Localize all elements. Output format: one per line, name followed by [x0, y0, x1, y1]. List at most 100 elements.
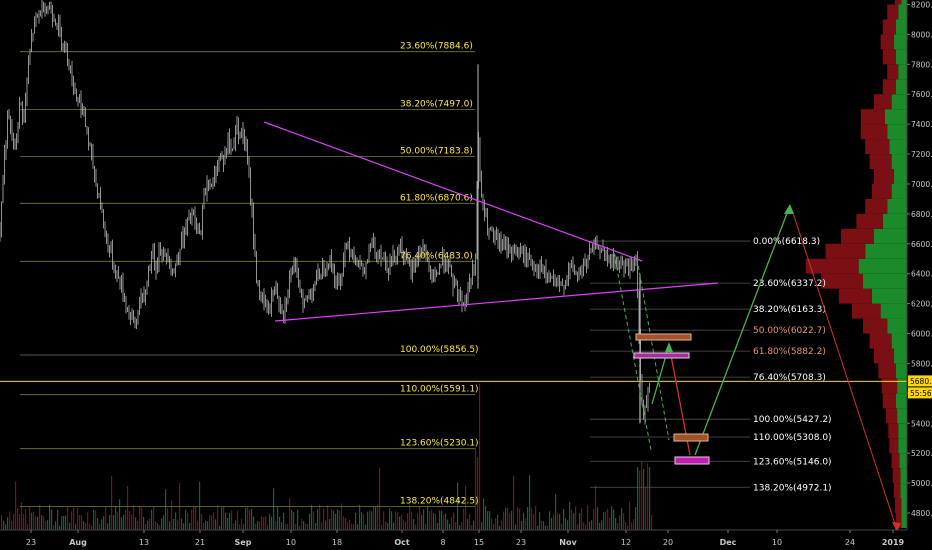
- profile-bin-down: [871, 183, 892, 199]
- triangle-upper-trendline[interactable]: [263, 121, 643, 262]
- profile-bin-down: [880, 34, 894, 50]
- volume-bar: [621, 507, 623, 530]
- volume-bar: [5, 524, 7, 530]
- volume-bar: [39, 504, 41, 530]
- volume-bar: [159, 525, 161, 530]
- volume-bar: [175, 512, 177, 530]
- volume-bar: [631, 522, 633, 530]
- profile-bin-up: [897, 378, 907, 394]
- profile-bin-up: [898, 438, 907, 454]
- profile-bin-down: [894, 498, 902, 513]
- volume-bar: [101, 519, 103, 530]
- volume-bar: [495, 518, 497, 530]
- profile-bin-down: [888, 423, 899, 439]
- volume-bar: [571, 509, 573, 530]
- volume-bar: [395, 511, 397, 530]
- volume-bar: [53, 525, 55, 530]
- volume-bar: [367, 511, 369, 530]
- volume-bar: [25, 508, 27, 530]
- triangle-lower-trendline[interactable]: [274, 282, 719, 322]
- projection-long-down-path[interactable]: [791, 209, 898, 531]
- volume-bar: [69, 522, 71, 530]
- volume-bar: [29, 506, 31, 530]
- volume-bar: [317, 509, 319, 530]
- volume-bar: [651, 515, 653, 530]
- volume-bar: [225, 512, 227, 530]
- volume-bar: [251, 508, 253, 530]
- volume-bar: [163, 515, 165, 530]
- projection-long-up-path[interactable]: [694, 207, 790, 456]
- countdown-tag-bg: [908, 387, 932, 399]
- volume-bar: [133, 504, 135, 530]
- volume-bar: [275, 520, 277, 530]
- volume-bar: [47, 520, 49, 530]
- volume-bar: [453, 512, 455, 530]
- volume-bar: [187, 512, 189, 530]
- x-tick-label: 18: [332, 538, 342, 547]
- volume-bar: [151, 509, 153, 530]
- volume-bar: [411, 511, 413, 530]
- volume-bar: [567, 520, 569, 530]
- volume-bar: [235, 520, 237, 530]
- arrow-head-up-2: [784, 204, 794, 214]
- volume-bar: [337, 509, 339, 530]
- volume-bar: [241, 518, 243, 530]
- volume-bar: [427, 505, 429, 530]
- volume-bar: [83, 520, 85, 530]
- volume-bar: [507, 507, 509, 530]
- volume-bar: [229, 512, 231, 530]
- volume-bar: [309, 513, 311, 530]
- profile-bin-up: [896, 393, 907, 409]
- zone-box-orange-upper[interactable]: [635, 333, 692, 341]
- volume-bar: [131, 514, 133, 530]
- volume-bar: [591, 519, 593, 530]
- volume-bar: [27, 524, 29, 530]
- zone-box-orange-lower[interactable]: [673, 433, 709, 442]
- zone-box-magenta-upper[interactable]: [633, 352, 690, 359]
- profile-bin-up: [889, 139, 907, 155]
- volume-bar: [257, 521, 259, 530]
- profile-bin-down: [886, 408, 898, 424]
- volume-bar: [479, 383, 481, 530]
- price-axis-panel[interactable]: [907, 0, 932, 550]
- volume-bar: [103, 516, 105, 530]
- volume-bar: [319, 504, 321, 530]
- volume-bar: [109, 515, 111, 530]
- profile-bin-up: [900, 483, 907, 499]
- volume-bar: [31, 512, 33, 530]
- fib-level-left-label: 123.60%(5230.1): [400, 439, 479, 449]
- fib-level-left-label: 138.20%(4842.5): [400, 497, 479, 507]
- volume-bar: [431, 509, 433, 530]
- profile-bin-up: [896, 363, 907, 379]
- x-tick-label: 23: [26, 538, 36, 547]
- volume-bar: [425, 523, 427, 530]
- time-axis-panel[interactable]: [0, 530, 932, 550]
- volume-bar: [645, 487, 647, 530]
- volume-bar: [421, 514, 423, 530]
- profile-bin-down: [882, 79, 896, 95]
- volume-bar: [443, 514, 445, 530]
- volume-bar: [533, 514, 535, 530]
- volume-bar: [613, 509, 615, 530]
- volume-bar: [407, 512, 409, 530]
- volume-bar: [157, 523, 159, 530]
- volume-bar: [387, 523, 389, 530]
- profile-bin-down: [889, 438, 899, 454]
- volume-bar: [141, 507, 143, 530]
- volume-bar: [579, 513, 581, 530]
- profile-bin-down: [838, 288, 872, 304]
- volume-bar: [345, 518, 347, 530]
- profile-bin-down: [882, 49, 896, 65]
- volume-bar: [559, 514, 561, 530]
- volume-bar: [203, 522, 205, 530]
- volume-bar: [97, 518, 99, 530]
- profile-bin-up: [891, 333, 907, 349]
- volume-bar: [303, 521, 305, 530]
- x-tick-label: 2019: [882, 538, 905, 547]
- y-tick-label: 5800.0: [911, 359, 932, 368]
- zone-box-magenta-lower[interactable]: [674, 456, 710, 465]
- volume-bar: [61, 516, 63, 530]
- volume-bar: [379, 467, 381, 530]
- y-tick-label: 6000.0: [911, 330, 932, 339]
